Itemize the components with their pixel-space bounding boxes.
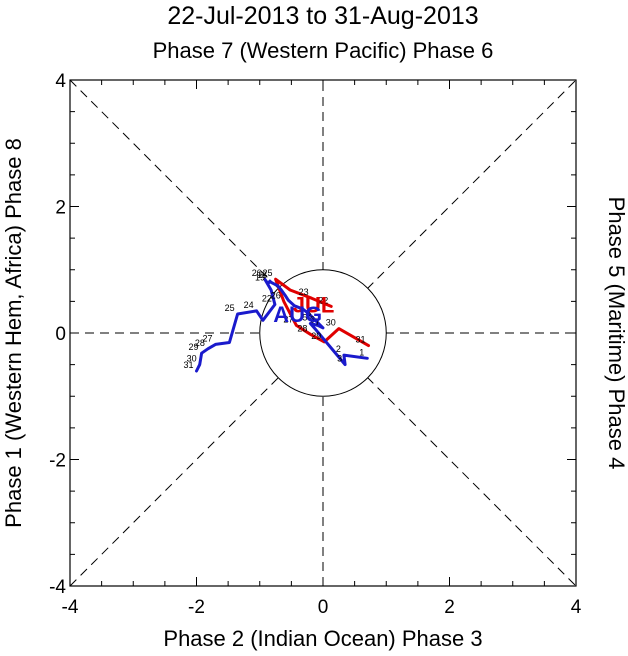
day-label: 26 [271, 290, 281, 300]
month-label: AUG [273, 302, 322, 327]
day-label: 31 [356, 335, 366, 345]
day-label: 18 [257, 270, 267, 280]
x-tick-label: 2 [444, 597, 455, 618]
day-label: 29 [311, 331, 321, 341]
chart-title: 22-Jul-2013 to 31-Aug-2013 [167, 2, 479, 30]
day-label: 29 [189, 342, 199, 352]
x-tick-label: 4 [571, 597, 582, 618]
y-tick-label: 2 [55, 198, 66, 219]
day-label: 1 [359, 347, 364, 357]
day-label: 25 [225, 303, 235, 313]
day-label: 5 [302, 313, 307, 323]
y-tick-label: 0 [55, 324, 66, 345]
day-label: 22 [262, 294, 272, 304]
y-tick-label: -4 [49, 577, 66, 598]
day-label: 31 [183, 360, 193, 370]
day-label: 28 [195, 338, 205, 348]
x-axis-label: Phase 2 (Indian Ocean) Phase 3 [163, 626, 483, 651]
day-label: 7 [315, 317, 320, 327]
y-tick-label: -2 [49, 451, 66, 472]
x-tick-label: -4 [62, 597, 79, 618]
x-tick-label: 0 [318, 597, 329, 618]
day-label: 23 [299, 287, 309, 297]
day-label: 30 [187, 354, 197, 364]
day-label: 27 [283, 314, 293, 324]
x-tick-label: -2 [188, 597, 205, 618]
day-label: 24 [244, 300, 254, 310]
day-label: 8 [306, 308, 311, 318]
series-line-jul [274, 277, 370, 348]
day-label: 2 [336, 344, 341, 354]
y-tick-label: 4 [55, 71, 66, 92]
month-label: JUL [293, 293, 335, 318]
day-label: 27 [202, 333, 212, 343]
day-label: 19 [255, 273, 265, 283]
day-label: 25 [263, 268, 273, 278]
day-label: 30 [326, 318, 336, 328]
series-line-aug [195, 277, 369, 373]
day-label: 22 [318, 295, 328, 305]
day-label: 6 [310, 314, 315, 324]
day-label: 20 [252, 268, 262, 278]
top-axis-label: Phase 7 (Western Pacific) Phase 6 [152, 38, 494, 63]
day-label: 3 [337, 354, 342, 364]
day-label: 28 [297, 323, 307, 333]
